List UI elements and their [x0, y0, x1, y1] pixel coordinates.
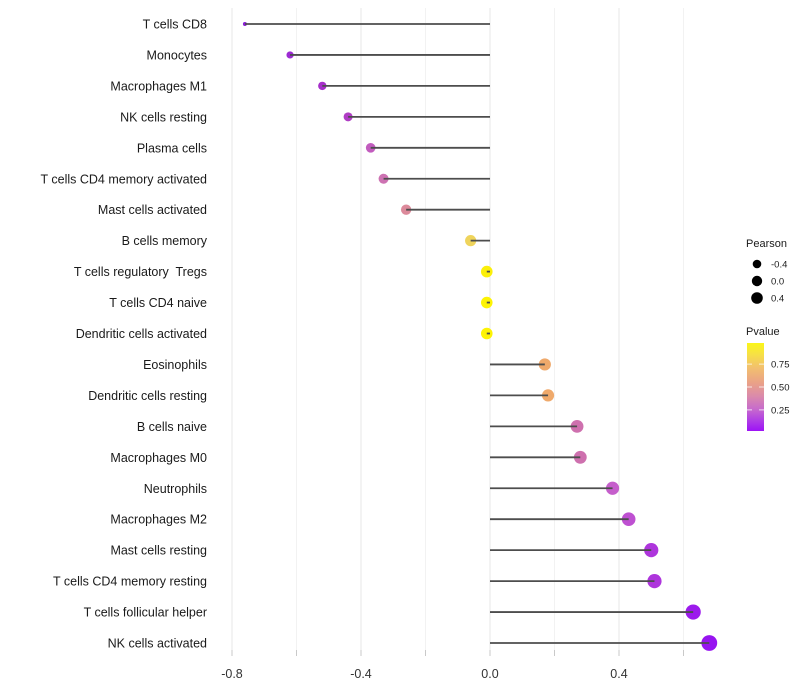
y-axis-label: T cells CD4 memory activated	[41, 172, 208, 186]
y-axis-label: B cells naive	[137, 420, 207, 434]
legend-size-dot	[752, 259, 762, 269]
legend-pvalue-title: Pvalue	[746, 326, 780, 338]
x-tick-label: 0.4	[610, 667, 627, 681]
x-tick-label: -0.4	[350, 667, 372, 681]
lollipop-dot	[541, 389, 555, 402]
y-axis-label: NK cells resting	[120, 110, 207, 124]
y-axis-label: Eosinophils	[143, 358, 207, 372]
pvalue-colorbar	[747, 343, 764, 431]
legend-size-label: 0.4	[771, 294, 784, 305]
x-tick-label: -0.8	[221, 667, 243, 681]
lollipop-dot	[685, 604, 701, 620]
colorbar-tick-label: 0.50	[771, 383, 790, 394]
y-axis-label: Dendritic cells activated	[76, 327, 207, 341]
legend-size-dot	[751, 275, 763, 287]
y-axis-label: Mast cells activated	[98, 203, 207, 217]
colorbar-tick-label: 0.75	[771, 360, 790, 371]
y-axis-label: NK cells activated	[108, 637, 207, 651]
x-tick-label: 0.0	[481, 667, 498, 681]
y-axis-label: Neutrophils	[144, 482, 207, 496]
y-axis-label: Macrophages M0	[110, 451, 207, 465]
y-axis-label: Dendritic cells resting	[88, 389, 207, 403]
y-axis-label: Plasma cells	[137, 141, 207, 155]
y-axis-label: Macrophages M1	[110, 79, 207, 93]
y-axis-label: Monocytes	[147, 48, 207, 62]
y-axis-label: T cells regulatory Tregs	[74, 265, 207, 279]
legend-pearson-title: Pearson	[746, 238, 787, 250]
y-axis-label: Mast cells resting	[110, 544, 207, 558]
lollipop-dot	[538, 358, 551, 371]
lollipop-dot	[400, 204, 412, 215]
legend-size-dot	[751, 292, 763, 304]
y-axis-label: T cells CD4 memory resting	[53, 575, 207, 589]
y-axis-label: Macrophages M2	[110, 513, 207, 527]
legend-size-label: -0.4	[771, 260, 787, 271]
lollipop-dot	[605, 481, 620, 495]
y-axis-label: T cells CD8	[143, 18, 207, 32]
colorbar-tick-label: 0.25	[771, 405, 790, 416]
y-axis-label: B cells memory	[122, 234, 208, 248]
legend-size-label: 0.0	[771, 277, 784, 288]
y-axis-label: T cells CD4 naive	[109, 296, 207, 310]
y-axis-label: T cells follicular helper	[84, 606, 207, 620]
